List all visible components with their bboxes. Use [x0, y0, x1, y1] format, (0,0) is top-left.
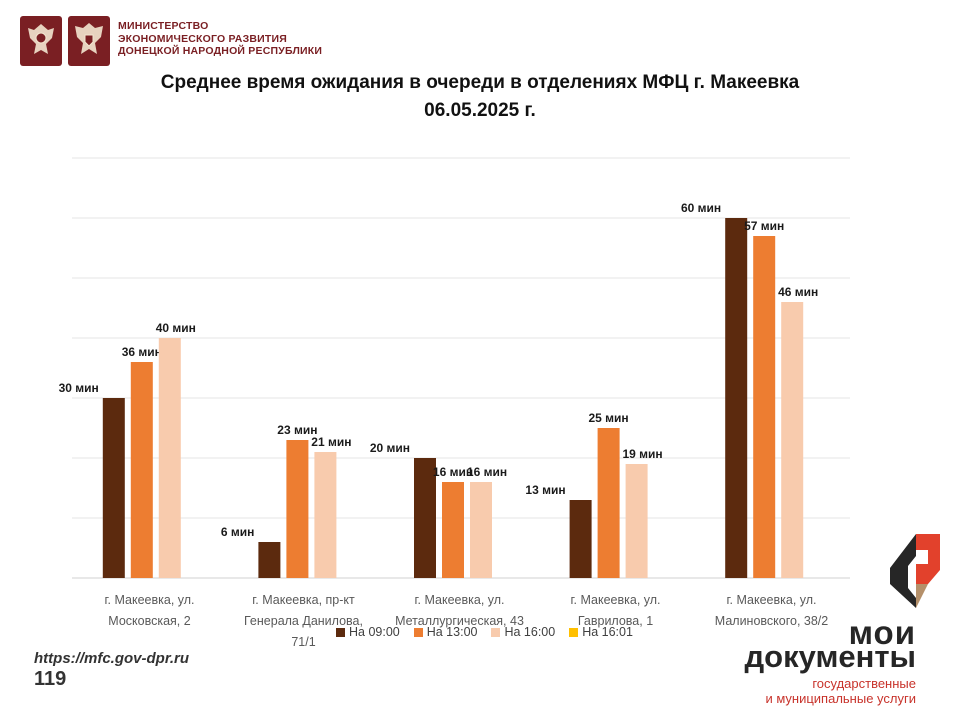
ministry-line: ДОНЕЦКОЙ НАРОДНОЙ РЕСПУБЛИКИ	[118, 45, 323, 57]
russia-coat-of-arms-icon	[20, 16, 62, 66]
category-label-line: г. Макеевка, пр-кт	[252, 593, 355, 607]
category-label-line: г. Макеевка, ул.	[726, 593, 817, 607]
category-label: г. Макеевка, пр-кт Генерала Данилова, 71…	[226, 590, 381, 653]
legend-label: На 16:00	[504, 625, 556, 639]
chart-legend: На 09:00 На 13:00 На 16:00 На 16:01	[336, 625, 633, 639]
category-label-line: г. Макеевка, ул.	[104, 593, 195, 607]
bar	[414, 458, 436, 578]
brand-line-2: документы	[744, 639, 916, 674]
ministry-line: МИНИСТЕРСТВО	[118, 20, 209, 32]
ministry-line: ЭКОНОМИЧЕСКОГО РАЗВИТИЯ	[118, 32, 288, 45]
chart-subtitle: 06.05.2025 г.	[424, 100, 536, 121]
legend-item: На 16:01	[569, 625, 633, 639]
data-label: 20 мин	[370, 441, 410, 455]
data-label: 30 мин	[59, 381, 99, 395]
data-label: 57 мин	[744, 219, 784, 233]
data-label: 16 мин	[467, 465, 507, 479]
category-label: г. Макеевка, ул. Малиновского, 38/2	[694, 590, 849, 632]
brand-subtitle-line: государственные	[812, 676, 916, 691]
data-label: 6 мин	[221, 525, 255, 539]
data-label: 36 мин	[122, 345, 162, 359]
legend-label: На 13:00	[426, 625, 478, 639]
category-label-line: Гаврилова, 1	[577, 614, 654, 628]
dpr-coat-of-arms-icon	[68, 16, 110, 66]
bar	[597, 428, 620, 578]
data-label: 25 мин	[589, 411, 629, 425]
category-label: г. Макеевка, ул. Гаврилова, 1	[538, 590, 693, 632]
data-label: 13 мин	[525, 483, 565, 497]
bar	[753, 236, 776, 578]
website-url: https://mfc.gov-dpr.ru	[34, 650, 189, 667]
bar	[102, 398, 125, 578]
data-label: 60 мин	[681, 201, 721, 215]
data-label: 40 мин	[156, 321, 196, 335]
ministry-name: МИНИСТЕРСТВО ЭКОНОМИЧЕСКОГО РАЗВИТИЯ ДОН…	[118, 20, 322, 58]
chart-title: Среднее время ожидания в очереди в отдел…	[160, 72, 800, 93]
legend-swatch	[491, 627, 501, 637]
legend-swatch	[413, 627, 423, 637]
category-label: г. Макеевка, ул. Московская, 2	[72, 590, 227, 632]
bar	[130, 362, 153, 578]
legend-swatch	[336, 627, 345, 637]
category-label-line: 71/1	[291, 635, 316, 649]
data-label: 16 мин	[433, 465, 473, 479]
brand-subtitle: государственные и муниципальные услуги	[765, 676, 916, 706]
bar	[470, 482, 492, 578]
bar	[314, 452, 337, 578]
legend-item: На 09:00	[336, 625, 400, 639]
brand-subtitle-line: и муниципальные услуги	[765, 691, 916, 706]
category-label-line: Московская, 2	[108, 614, 191, 628]
brand-line-1: мои	[848, 614, 916, 651]
legend-item: На 13:00	[413, 625, 478, 639]
bar	[569, 500, 592, 578]
data-label: 19 мин	[623, 447, 663, 461]
bar	[158, 338, 181, 578]
category-label: г. Макеевка, ул. Металлургическая, 43	[382, 590, 537, 632]
legend-label: На 16:01	[582, 625, 633, 639]
category-label-line: Металлургическая, 43	[395, 614, 524, 628]
category-label-line: Генерала Данилова,	[244, 614, 363, 628]
legend-swatch	[569, 627, 579, 637]
bar	[625, 464, 648, 578]
category-label-line: г. Макеевка, ул.	[570, 593, 661, 607]
moi-dokumenty-logo-icon	[890, 534, 940, 608]
data-label: 46 мин	[778, 285, 818, 299]
category-label-line: г. Макеевка, ул.	[414, 593, 505, 607]
bar	[442, 482, 464, 578]
bar	[286, 440, 309, 578]
legend-label: На 09:00	[349, 625, 400, 639]
data-label: 23 мин	[277, 423, 317, 437]
legend-item: На 16:00	[491, 625, 555, 639]
data-label: 21 мин	[311, 435, 351, 449]
bar	[725, 218, 748, 578]
bar	[258, 542, 281, 578]
page-number: 119	[34, 668, 67, 690]
category-label-line: Малиновского, 38/2	[714, 614, 829, 628]
bar	[781, 302, 804, 578]
